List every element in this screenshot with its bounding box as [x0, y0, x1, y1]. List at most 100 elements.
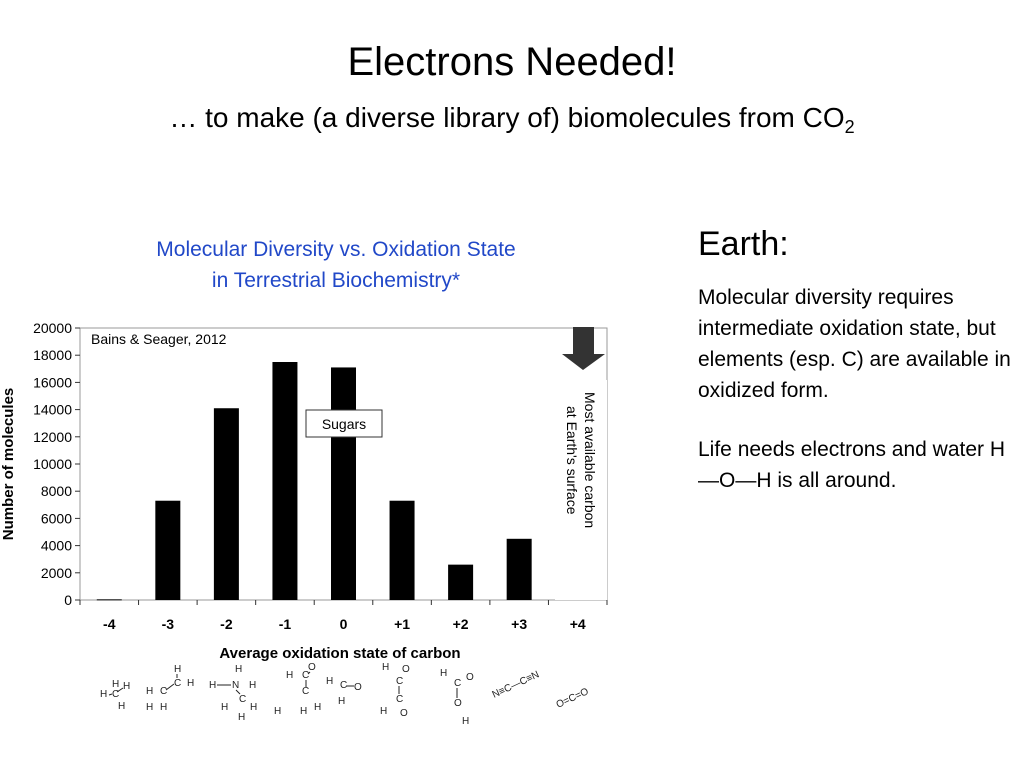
- svg-text:H: H: [146, 702, 153, 713]
- svg-text:H: H: [123, 681, 130, 692]
- chart-heading-line-2: in Terrestrial Biochemistry*: [211, 269, 461, 292]
- svg-text:H: H: [238, 712, 245, 723]
- svg-text:C: C: [340, 680, 347, 691]
- svg-text:O: O: [402, 664, 410, 675]
- svg-text:H: H: [274, 706, 281, 717]
- bar--4: [96, 599, 122, 601]
- x-tick-label: -1: [279, 616, 292, 632]
- cyanogen-structure: N≡C—C≡N: [491, 669, 541, 700]
- bar--2: [213, 408, 239, 600]
- bar-+1: [389, 500, 415, 600]
- y-tick-label: 0: [64, 592, 72, 608]
- svg-text:O: O: [466, 672, 474, 683]
- svg-text:O: O: [454, 698, 462, 709]
- svg-text:H: H: [187, 678, 194, 689]
- svg-text:H: H: [235, 664, 242, 675]
- svg-text:H: H: [326, 676, 333, 687]
- svg-text:H: H: [221, 702, 228, 713]
- methane-structure: HH CH H: [100, 679, 130, 712]
- y-tick-label: 6000: [41, 510, 72, 526]
- sugars-label: Sugars: [322, 416, 366, 432]
- y-tick-label: 8000: [41, 483, 72, 499]
- right-paragraph-1: Molecular diversity requires intermediat…: [698, 286, 1011, 402]
- svg-text:H: H: [112, 679, 119, 690]
- svg-text:H: H: [314, 702, 321, 713]
- x-tick-label: +3: [511, 616, 527, 632]
- down-arrow-icon: [562, 327, 605, 370]
- bar-+2: [448, 564, 474, 600]
- y-axis-title: Number of molecules: [0, 388, 17, 541]
- x-tick-label: -3: [162, 616, 175, 632]
- svg-text:O=C=O: O=C=O: [555, 686, 591, 711]
- svg-text:C: C: [396, 676, 403, 687]
- svg-text:C: C: [160, 686, 167, 697]
- svg-text:C: C: [302, 670, 309, 681]
- x-tick-label: +1: [394, 616, 410, 632]
- y-tick-label: 4000: [41, 538, 72, 554]
- y-tick-label: 14000: [33, 402, 72, 418]
- bar--1: [272, 362, 298, 600]
- chart-heading-line-1: Molecular Diversity vs. Oxidation State: [156, 238, 516, 261]
- arrow-label-line-2: at Earth's surface: [564, 406, 580, 515]
- x-tick-label: -4: [103, 616, 116, 632]
- svg-text:C: C: [302, 686, 309, 697]
- bar--3: [155, 500, 181, 600]
- carbon-dioxide-structure: O=C=O: [555, 686, 591, 711]
- svg-text:O: O: [400, 708, 408, 719]
- y-tick-label: 2000: [41, 565, 72, 581]
- x-tick-label: +4: [570, 616, 586, 632]
- arrow-label-line-1: Most available carbon: [582, 392, 598, 528]
- svg-text:H: H: [160, 702, 167, 713]
- svg-text:N≡C—C≡N: N≡C—C≡N: [491, 669, 541, 700]
- arrow-label-backdrop: [555, 380, 607, 600]
- y-axis: 0 2000 4000 6000 8000 10000 12000 14000 16000 180…: [33, 320, 80, 608]
- svg-text:H: H: [249, 680, 256, 691]
- x-tick-label: 0: [340, 616, 348, 632]
- subtitle-text: … to make (a diverse library of) biomole…: [169, 102, 845, 133]
- right-heading: Earth:: [698, 225, 789, 263]
- y-tick-label: 18000: [33, 347, 72, 363]
- y-tick-label: 20000: [33, 320, 72, 336]
- sugars-box: [305, 409, 383, 438]
- svg-text:H: H: [100, 689, 107, 700]
- x-axis-title: Average oxidation state of carbon: [219, 645, 460, 662]
- svg-text:H: H: [250, 702, 257, 713]
- bar-0: [331, 367, 356, 600]
- bar-+3: [506, 538, 532, 600]
- svg-text:H: H: [209, 680, 216, 691]
- svg-text:H: H: [382, 662, 389, 673]
- bar-chart: 0 2000 4000 6000 8000 10000 12000 14000 16000 180…: [0, 320, 608, 727]
- y-tick-label: 16000: [33, 374, 72, 390]
- x-tick-label: +2: [453, 616, 469, 632]
- svg-text:H: H: [338, 696, 345, 707]
- svg-text:H: H: [118, 701, 125, 712]
- glyoxal-structure: H O CC H O: [380, 662, 410, 719]
- citation-label: Bains & Seager, 2012: [91, 331, 227, 347]
- svg-text:H: H: [462, 716, 469, 727]
- y-tick-label: 12000: [33, 429, 72, 445]
- svg-text:H: H: [174, 664, 181, 675]
- x-axis: -4 -3 -2 -1 0 +1 +2 +3 +4: [79, 600, 608, 632]
- svg-text:H: H: [286, 670, 293, 681]
- x-tick-label: -2: [220, 616, 233, 632]
- svg-text:C: C: [239, 694, 246, 705]
- svg-text:H: H: [300, 706, 307, 717]
- y-tick-label: 10000: [33, 456, 72, 472]
- slide-subtitle: … to make (a diverse library of) biomole…: [0, 100, 1024, 136]
- ethane-structure: HH CC HH H: [146, 664, 194, 713]
- right-panel: Earth: Molecular diversity requires inte…: [698, 224, 1018, 496]
- svg-text:C: C: [454, 678, 461, 689]
- subtitle-subscript: 2: [844, 117, 855, 137]
- svg-text:H: H: [380, 706, 387, 717]
- chart-heading: Molecular Diversity vs. Oxidation State …: [96, 234, 576, 296]
- slide-title: Electrons Needed!: [347, 40, 677, 84]
- svg-text:N: N: [232, 680, 239, 691]
- svg-text:O: O: [308, 662, 316, 673]
- svg-text:C: C: [174, 678, 181, 689]
- svg-text:C: C: [112, 689, 119, 700]
- svg-text:C: C: [396, 694, 403, 705]
